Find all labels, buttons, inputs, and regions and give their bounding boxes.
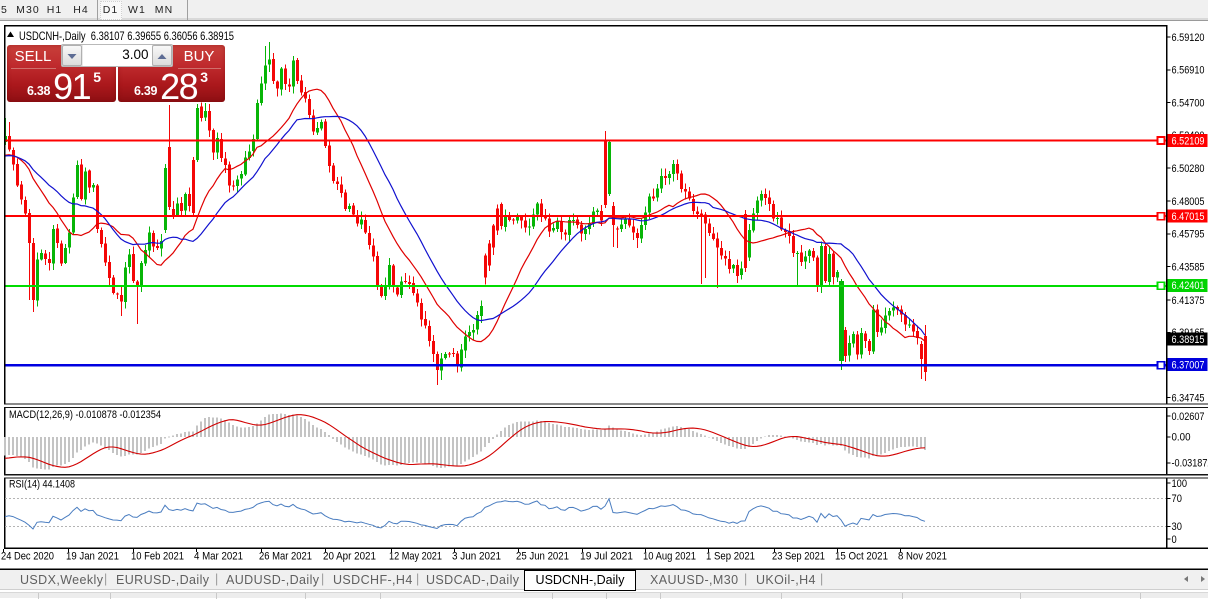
svg-text:12 May 2021: 12 May 2021 — [389, 551, 442, 563]
svg-text:6.56910: 6.56910 — [1172, 65, 1205, 77]
svg-text:6.37007: 6.37007 — [1172, 359, 1205, 371]
svg-text:3 Jun 2021: 3 Jun 2021 — [452, 551, 501, 563]
svg-text:MACD(12,26,9) -0.010878 -0.012: MACD(12,26,9) -0.010878 -0.012354 — [9, 409, 161, 421]
svg-text:6.47015: 6.47015 — [1172, 211, 1205, 223]
svg-text:23 Sep 2021: 23 Sep 2021 — [772, 551, 825, 563]
svg-text:10 Aug 2021: 10 Aug 2021 — [643, 551, 696, 563]
svg-text:-0.031872: -0.031872 — [1172, 458, 1208, 470]
svg-text:1 Sep 2021: 1 Sep 2021 — [706, 551, 755, 563]
svg-text:19 Jul 2021: 19 Jul 2021 — [580, 551, 633, 563]
svg-text:0: 0 — [1172, 534, 1177, 546]
svg-text:6.45795: 6.45795 — [1172, 229, 1205, 241]
svg-text:6.54700: 6.54700 — [1172, 97, 1205, 109]
svg-text:6.59120: 6.59120 — [1172, 32, 1205, 44]
svg-text:6.38915: 6.38915 — [1172, 334, 1205, 346]
svg-text:6.43585: 6.43585 — [1172, 261, 1205, 273]
svg-text:0.02607: 0.02607 — [1172, 411, 1205, 423]
svg-text:25 Jun 2021: 25 Jun 2021 — [516, 551, 569, 563]
svg-text:15 Oct 2021: 15 Oct 2021 — [835, 551, 888, 563]
svg-text:20 Apr 2021: 20 Apr 2021 — [323, 551, 376, 563]
svg-text:8 Nov 2021: 8 Nov 2021 — [898, 551, 947, 563]
svg-text:USDCNH-,Daily 6.38107 6.39655: USDCNH-,Daily 6.38107 6.39655 6.36056 6.… — [19, 29, 234, 43]
svg-text:10 Feb 2021: 10 Feb 2021 — [131, 551, 184, 563]
svg-text:19 Jan 2021: 19 Jan 2021 — [66, 551, 119, 563]
svg-text:6.42401: 6.42401 — [1172, 280, 1205, 292]
svg-text:6.41375: 6.41375 — [1172, 295, 1205, 307]
svg-text:30: 30 — [1172, 521, 1182, 533]
svg-text:6.34745: 6.34745 — [1172, 392, 1205, 404]
svg-text:6.52109: 6.52109 — [1172, 135, 1205, 147]
svg-text:6.50280: 6.50280 — [1172, 163, 1205, 175]
svg-text:0.00: 0.00 — [1172, 432, 1191, 444]
svg-text:26 Mar 2021: 26 Mar 2021 — [259, 551, 312, 563]
svg-text:RSI(14) 44.1408: RSI(14) 44.1408 — [9, 479, 75, 491]
svg-text:6.48005: 6.48005 — [1172, 196, 1205, 208]
svg-text:4 Mar 2021: 4 Mar 2021 — [194, 551, 243, 563]
svg-text:70: 70 — [1172, 493, 1182, 505]
svg-text:24 Dec 2020: 24 Dec 2020 — [1, 551, 54, 563]
svg-text:100: 100 — [1172, 478, 1188, 490]
